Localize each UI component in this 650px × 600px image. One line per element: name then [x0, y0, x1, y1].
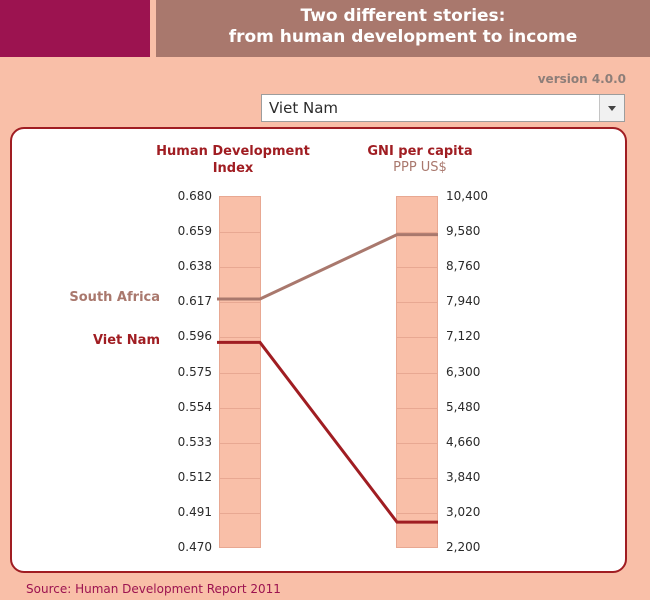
- gni-tick-label: 8,760: [446, 259, 481, 274]
- country-select-value: Viet Nam: [269, 99, 339, 117]
- gni-tick-label: 10,400: [446, 189, 488, 203]
- chart-panel: [10, 127, 627, 573]
- gni-tick-label: 7,120: [446, 329, 481, 344]
- gni-tick-label: 3,020: [446, 504, 481, 519]
- title-line-2: from human development to income: [228, 27, 578, 47]
- chevron-down-icon: [608, 106, 616, 111]
- hdi-tick-label: 0.470: [177, 540, 212, 554]
- hdi-tick-label: 0.512: [177, 469, 212, 484]
- gni-gridline: [396, 442, 438, 444]
- hdi-tick-label: 0.554: [177, 399, 212, 414]
- gni-gridline: [396, 512, 438, 514]
- title-banner: Two different stories: from human develo…: [156, 0, 650, 57]
- hdi-tick-label: 0.533: [177, 434, 212, 449]
- hdi-tick-label: 0.575: [177, 364, 212, 379]
- version-label: version 4.0.0: [537, 72, 626, 86]
- hdi-tick-label: 0.638: [177, 259, 212, 274]
- gni-tick-label: 3,840: [446, 469, 481, 484]
- hdi-gridline: [219, 267, 261, 269]
- gni-gridline: [396, 232, 438, 234]
- hdi-gridline: [219, 372, 261, 374]
- country-select[interactable]: Viet Nam: [261, 94, 625, 122]
- hdi-gridline: [219, 302, 261, 304]
- gni-tick-label: 5,480: [446, 399, 481, 414]
- hdi-gridline: [219, 512, 261, 514]
- title-line-1: Two different stories:: [300, 6, 506, 26]
- gni-gridline: [396, 267, 438, 269]
- gni-tick-label: 4,660: [446, 434, 481, 449]
- hdi-axis-title-line2: Index: [212, 161, 254, 176]
- hdi-tick-label: 0.596: [177, 329, 212, 344]
- hdi-tick-label: 0.617: [177, 294, 212, 309]
- hdi-tick-label: 0.659: [177, 224, 212, 239]
- country-label: Viet Nam: [92, 333, 160, 349]
- country-label: South Africa: [69, 289, 160, 305]
- hdi-tick-label: 0.680: [177, 189, 212, 203]
- dropdown-button[interactable]: [599, 95, 624, 121]
- gni-tick-label: 9,580: [446, 224, 481, 239]
- hdi-gridline: [219, 337, 261, 339]
- gni-tick-label: 2,200: [446, 540, 481, 554]
- gni-gridline: [396, 372, 438, 374]
- gni-gridline: [396, 407, 438, 409]
- hdi-axis-title-line1: Human Development: [156, 144, 310, 159]
- source-note: Source: Human Development Report 2011: [26, 582, 281, 596]
- hdi-gridline: [219, 477, 261, 479]
- hdi-gridline: [219, 232, 261, 234]
- gni-gridline: [396, 477, 438, 479]
- hdi-gridline: [219, 442, 261, 444]
- gni-axis-unit: PPP US$: [393, 160, 447, 175]
- hdi-axis-title: Human Development Index: [138, 143, 328, 177]
- hdi-tick-label: 0.491: [177, 504, 212, 519]
- hdi-gridline: [219, 407, 261, 409]
- gni-gridline: [396, 337, 438, 339]
- gni-tick-label: 6,300: [446, 364, 481, 379]
- brand-block: [0, 0, 150, 57]
- gni-axis-title: GNI per capita: [367, 144, 473, 159]
- gni-gridline: [396, 302, 438, 304]
- gni-tick-label: 7,940: [446, 294, 481, 309]
